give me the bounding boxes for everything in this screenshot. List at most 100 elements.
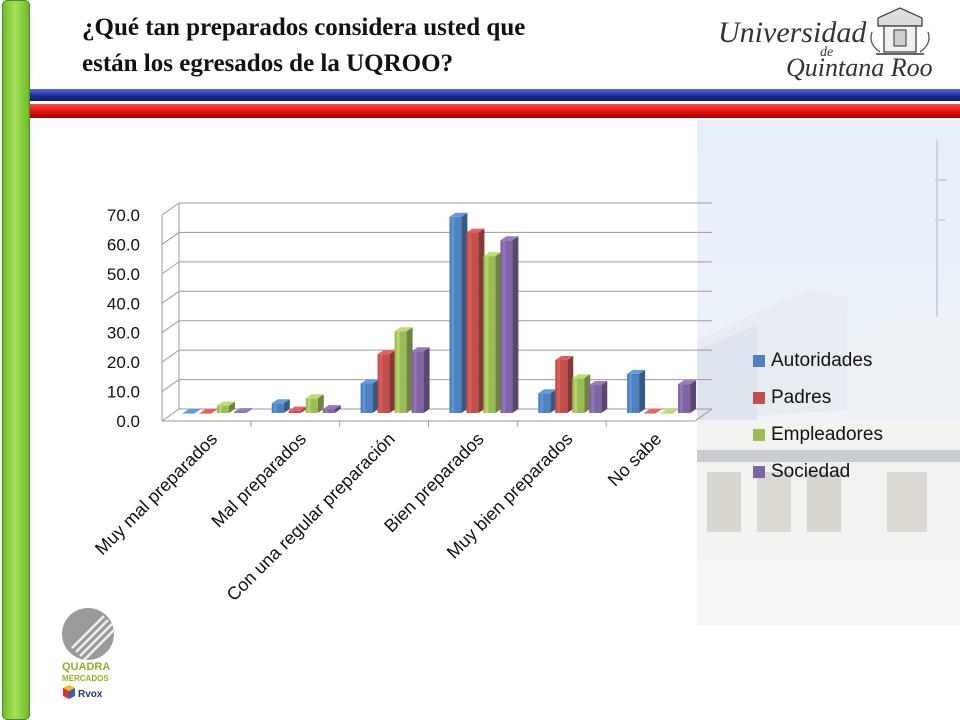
gridline-diagonal	[161, 379, 180, 392]
university-crest-icon	[870, 7, 930, 55]
bar-highlight	[663, 413, 667, 414]
y-tick-label: 70.0	[107, 206, 140, 225]
bar-highlight	[629, 373, 633, 413]
bar-top	[288, 406, 307, 411]
rvox-text: Rvox	[78, 689, 103, 700]
bar-top	[216, 401, 235, 406]
bar-top	[305, 394, 324, 399]
bar-front	[644, 413, 657, 414]
bar-side	[478, 228, 485, 413]
bar-highlight	[574, 378, 578, 413]
bar-top	[644, 409, 663, 413]
bar-front	[199, 413, 212, 414]
bar-top	[589, 381, 608, 386]
bar-side	[228, 401, 235, 413]
bar-highlight	[307, 398, 311, 413]
bar-front	[322, 409, 335, 413]
bar-top	[555, 356, 574, 361]
bar-side	[423, 347, 430, 413]
bar-autoridades	[360, 379, 379, 413]
y-axis-tick-labels: 0.0 10.0 20.0 30.0 40.0 50.0 60.0 70.0	[107, 206, 140, 431]
y-tick-label: 0.0	[116, 412, 140, 431]
bar-highlight	[273, 403, 277, 413]
bar-side	[300, 406, 307, 413]
bar-front	[271, 403, 284, 413]
legend-label: Sociedad	[771, 461, 850, 482]
bar-front	[233, 412, 246, 413]
university-logo: Universidad de Quintana Roo	[718, 7, 933, 82]
bar-front	[377, 354, 390, 413]
bar-top	[449, 212, 468, 217]
red-divider-stripe	[30, 104, 960, 118]
bar-front	[627, 373, 640, 413]
bar-highlight	[502, 240, 506, 413]
bar-top	[572, 374, 591, 379]
bar-front	[538, 393, 551, 413]
bar-side	[245, 408, 252, 413]
bar-padres	[555, 356, 574, 413]
quadra-circle-icon	[62, 608, 115, 661]
y-tick-label: 40.0	[107, 294, 140, 313]
logo-quintana-text: Quintana Roo	[786, 53, 933, 82]
bar-autoridades	[449, 212, 468, 413]
y-tick-label: 20.0	[107, 353, 140, 372]
bar-side	[334, 405, 341, 413]
bar-front	[572, 378, 585, 413]
x-tick-label: Mal preparados	[207, 429, 310, 532]
bar-side	[639, 369, 646, 413]
bar-side	[317, 394, 324, 413]
chart-bars	[182, 212, 697, 414]
bar-top	[483, 252, 502, 257]
blue-divider-stripe	[30, 89, 960, 101]
logo-universidad-text: Universidad	[718, 16, 867, 49]
bar-empleadores	[305, 394, 324, 413]
bar-highlight	[184, 413, 188, 414]
bar-highlight	[201, 413, 205, 414]
legend-label: Padres	[771, 387, 831, 408]
bar-sociedad	[678, 380, 697, 413]
slide-title-line-1: ¿Qué tan preparados considera usted que	[82, 14, 526, 41]
bar-highlight	[680, 384, 684, 413]
bar-empleadores	[661, 409, 680, 414]
bar-highlight	[362, 383, 366, 413]
bar-side	[495, 252, 502, 413]
y-tick-label: 30.0	[107, 324, 140, 343]
bar-highlight	[451, 216, 455, 413]
bar-front	[411, 351, 424, 413]
bar-side	[389, 350, 396, 413]
bar-side	[567, 356, 574, 413]
quadra-text: QUADRA	[62, 661, 110, 673]
bar-highlight	[218, 405, 222, 413]
bar-top	[538, 389, 557, 394]
gridline-diagonal	[161, 202, 180, 216]
bar-sociedad	[500, 236, 519, 413]
bar-front	[589, 385, 602, 413]
bar-highlight	[413, 351, 417, 413]
bar-front	[661, 413, 674, 414]
bar-empleadores	[394, 327, 413, 413]
bar-side	[372, 379, 379, 413]
bar-padres	[199, 409, 218, 414]
logo-de-text: de	[820, 45, 833, 60]
bar-top	[271, 399, 290, 404]
bar-highlight	[235, 412, 239, 413]
legend-label: Empleadores	[771, 424, 883, 445]
bar-highlight	[379, 354, 383, 413]
x-tick-label: Muy mal preparados	[91, 429, 221, 559]
bar-top	[500, 236, 519, 241]
bar-front	[500, 240, 513, 413]
gridline-diagonal	[161, 320, 180, 334]
bar-front	[466, 232, 479, 413]
bar-highlight	[591, 385, 595, 413]
gridline-diagonal	[161, 290, 180, 304]
gridline-diagonal	[161, 349, 180, 363]
bar-side	[690, 380, 697, 413]
bar-empleadores	[483, 252, 502, 413]
bar-padres	[644, 409, 663, 414]
bar-sociedad	[411, 347, 430, 413]
bar-highlight	[396, 331, 400, 413]
gridline-diagonal	[161, 232, 180, 245]
bar-top	[182, 409, 201, 413]
legend-swatch	[753, 355, 765, 367]
bar-top	[233, 408, 252, 413]
